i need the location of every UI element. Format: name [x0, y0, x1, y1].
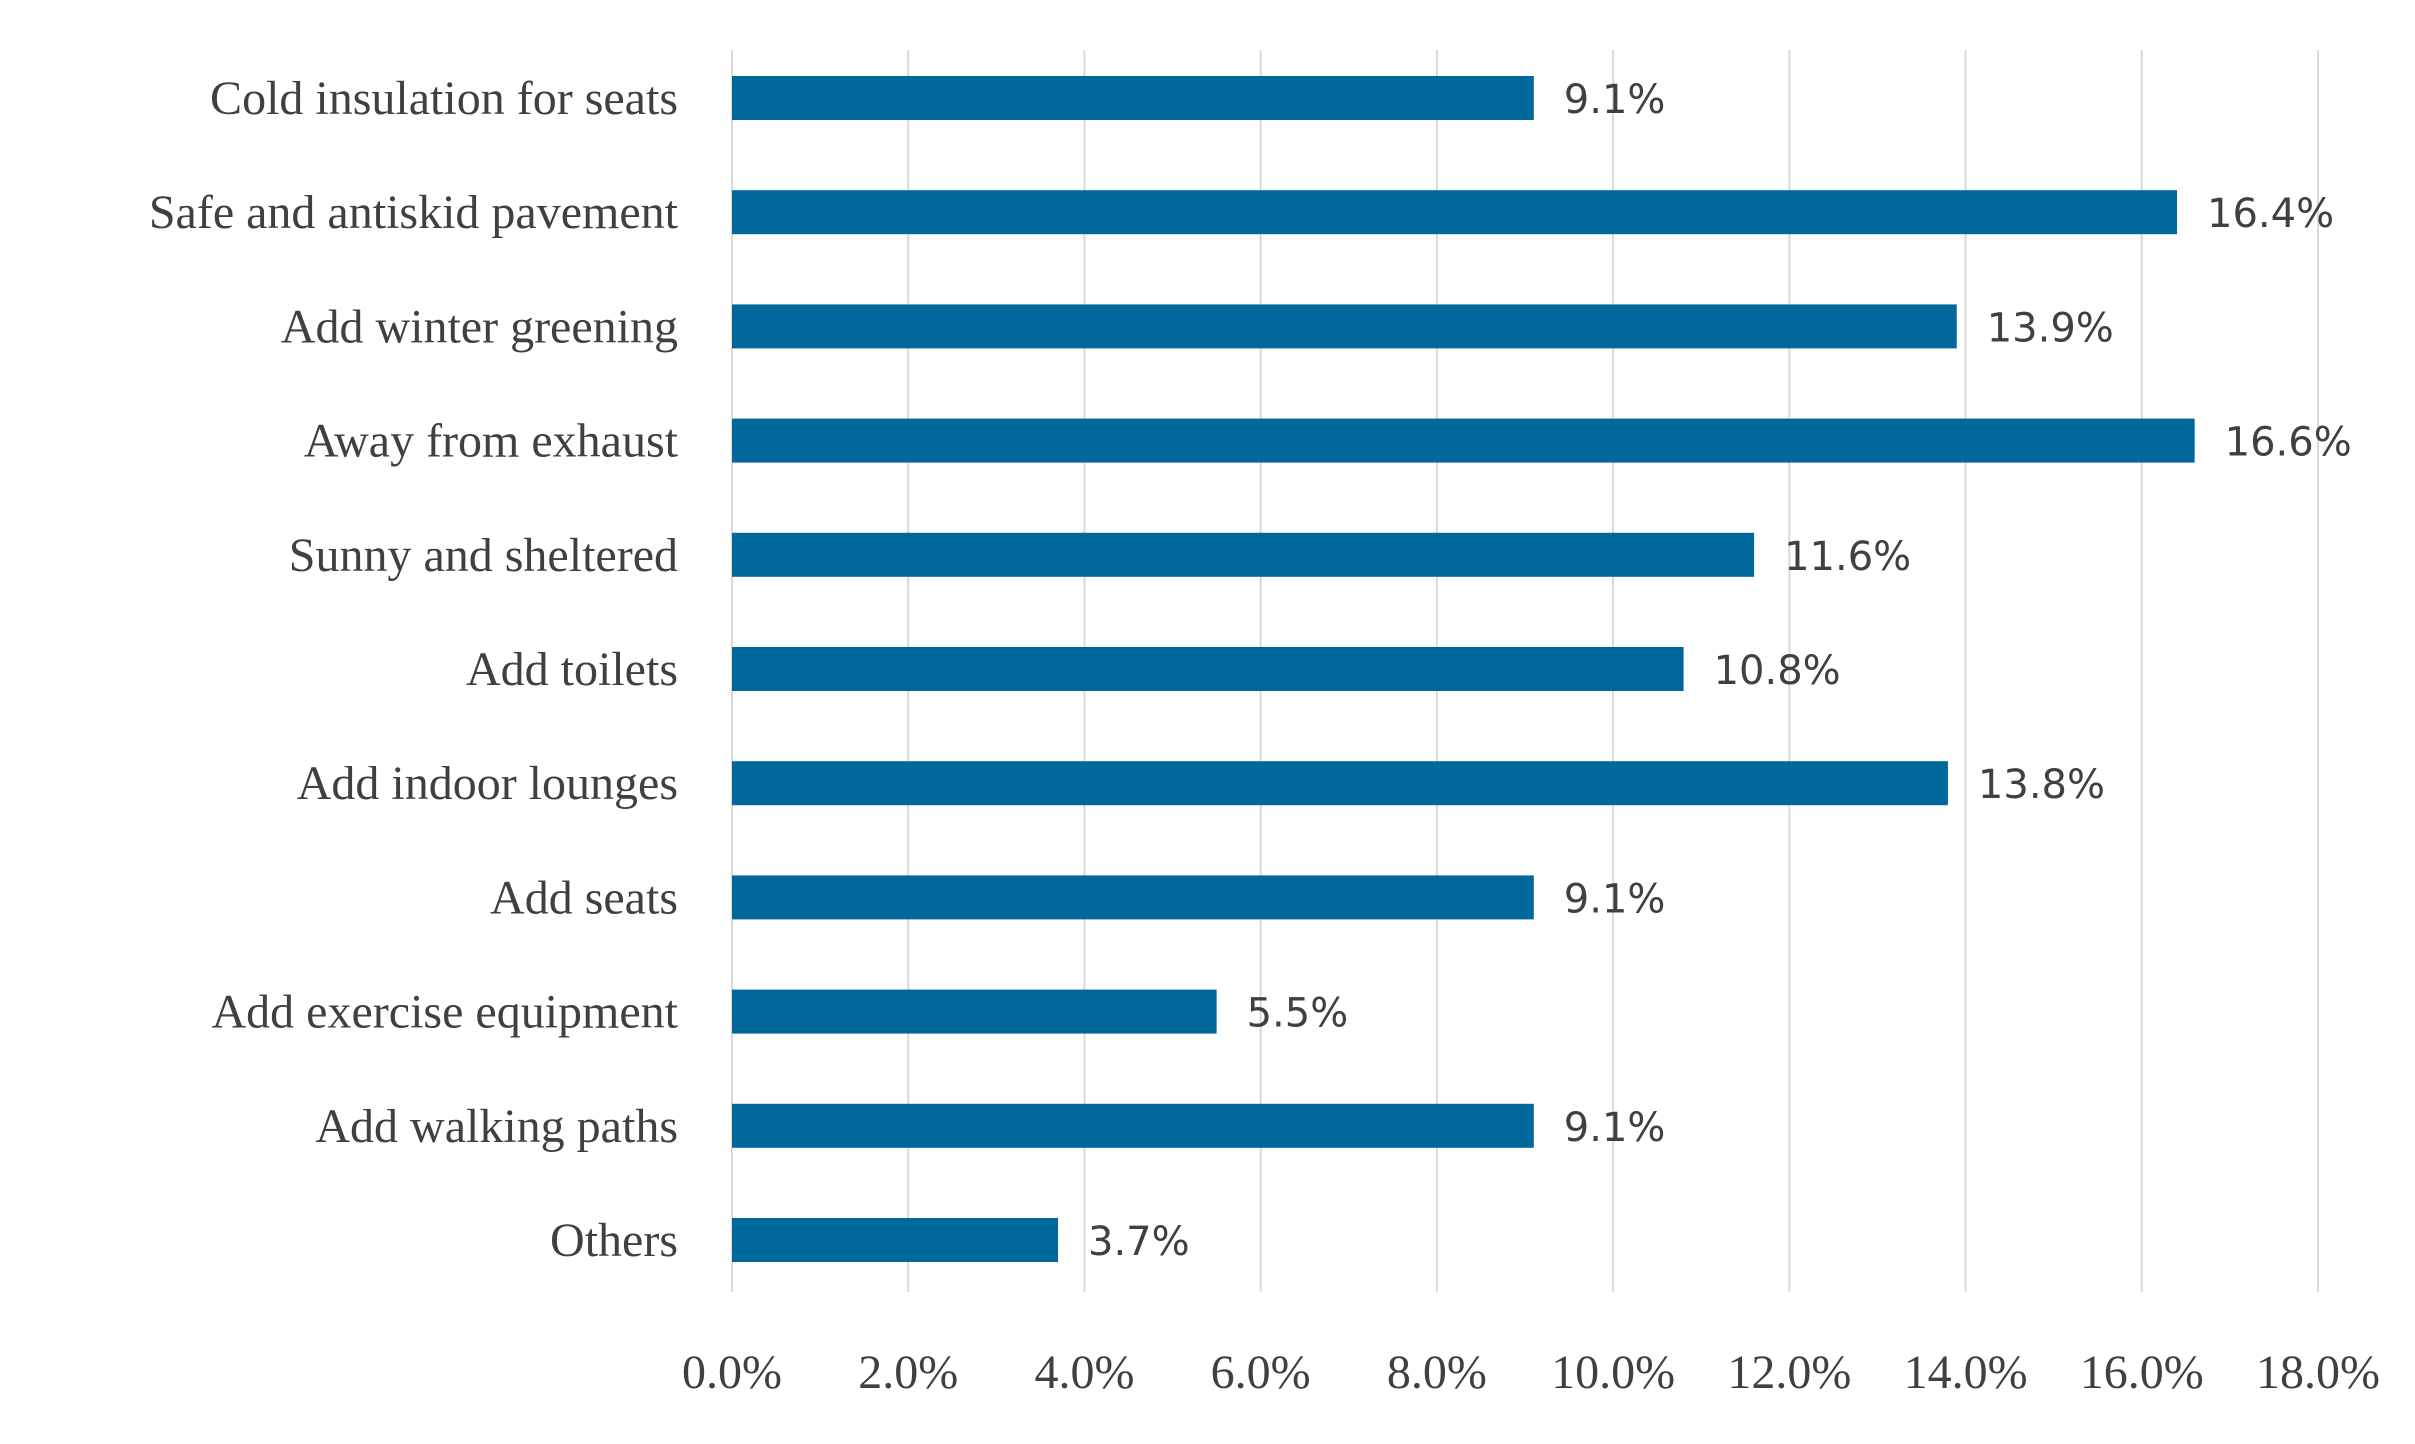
x-tick-label: 12.0% [1727, 1346, 1851, 1399]
category-label: Add walking paths [315, 1100, 678, 1153]
category-label: Cold insulation for seats [210, 72, 678, 125]
data-label: 13.9% [1987, 305, 2114, 351]
bar [732, 875, 1534, 920]
data-label: 13.8% [1978, 762, 2105, 808]
bar [732, 647, 1684, 691]
bar [732, 1103, 1534, 1148]
data-label: 16.4% [2207, 191, 2334, 237]
data-label: 11.6% [1784, 534, 1911, 580]
bar [732, 989, 1217, 1034]
x-tick-label: 18.0% [2256, 1346, 2380, 1399]
x-tick-label: 14.0% [1904, 1346, 2028, 1399]
data-label: 9.1% [1564, 1105, 1666, 1151]
data-labels: 9.1% 16.4% 13.9% 16.6% 11.6% 10.8% 13.8% 9.1% 5.… [1088, 77, 2352, 1265]
x-tick-label: 10.0% [1551, 1346, 1675, 1399]
x-tick-label: 0.0% [682, 1346, 782, 1399]
bars [732, 76, 2195, 1262]
category-labels: Cold insulation for seats Safe and antisk… [149, 72, 679, 1267]
bar [732, 1218, 1059, 1262]
category-label: Add winter greening [281, 300, 678, 353]
category-label: Add toilets [466, 643, 678, 696]
data-label: 5.5% [1247, 991, 1349, 1037]
bar [732, 418, 2195, 463]
bar [732, 76, 1534, 120]
category-label: Add indoor lounges [297, 757, 678, 810]
data-label: 3.7% [1088, 1219, 1190, 1265]
x-tick-label: 4.0% [1034, 1346, 1134, 1399]
x-axis-tick-labels: 0.0% 2.0% 4.0% 6.0% 8.0% 10.0% 12.0% 14.0% 16.0%… [682, 1346, 2380, 1399]
category-label: Add seats [490, 871, 678, 924]
bar [732, 761, 1948, 806]
data-label: 10.8% [1714, 648, 1841, 694]
category-label: Away from exhaust [304, 415, 679, 468]
data-label: 9.1% [1564, 77, 1666, 123]
category-label: Sunny and sheltered [289, 529, 678, 582]
x-tick-label: 8.0% [1387, 1346, 1487, 1399]
x-tick-label: 16.0% [2080, 1346, 2204, 1399]
bar [732, 304, 1957, 349]
category-label: Add exercise equipment [212, 986, 679, 1039]
category-label: Others [550, 1214, 678, 1267]
data-label: 16.6% [2225, 420, 2352, 466]
bar [732, 190, 2178, 235]
bar [732, 532, 1755, 577]
category-label: Safe and antiskid pavement [149, 186, 679, 239]
data-label: 9.1% [1564, 876, 1666, 922]
x-tick-label: 6.0% [1211, 1346, 1311, 1399]
x-tick-label: 2.0% [858, 1346, 958, 1399]
